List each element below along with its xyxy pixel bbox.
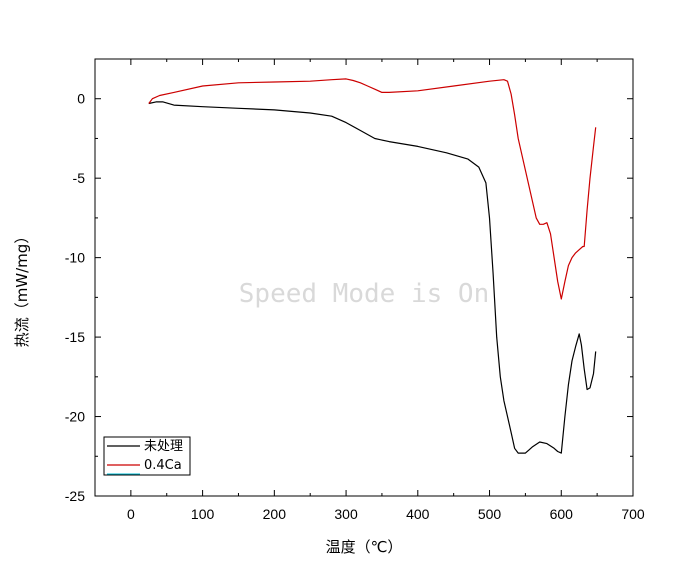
x-tick-label: 600 xyxy=(550,506,574,522)
y-tick-label: -5 xyxy=(73,170,86,186)
x-axis: 0 100 200 300 400 500 600 700 xyxy=(94,59,645,522)
x-axis-title: 温度（℃） xyxy=(326,538,403,556)
x-tick-label: 0 xyxy=(127,506,135,522)
y-tick-label: -25 xyxy=(65,488,85,504)
legend-label-0.4ca: 0.4Ca xyxy=(144,458,182,473)
y-tick-label: -15 xyxy=(65,329,85,345)
x-tick-label: 200 xyxy=(263,506,287,522)
plot-frame xyxy=(94,58,634,497)
x-tick-label: 400 xyxy=(406,506,430,522)
y-axis: 0 -5 -10 -15 -20 -25 xyxy=(65,58,633,504)
legend-box xyxy=(103,436,191,476)
series-line-0.4ca xyxy=(148,78,597,300)
y-tick-label: 0 xyxy=(77,91,85,107)
legend: 未处理 0.4Ca xyxy=(103,436,191,476)
x-tick-label: 100 xyxy=(191,506,215,522)
watermark-text: Speed Mode is On xyxy=(239,279,489,309)
x-tick-label: 300 xyxy=(334,506,358,522)
series-line-untreated xyxy=(148,101,597,454)
legend-label-untreated: 未处理 xyxy=(144,439,183,454)
y-axis-title: 热流（mW/mg） xyxy=(13,229,31,348)
x-tick-label: 500 xyxy=(478,506,502,522)
series-layer xyxy=(148,78,597,454)
x-tick-label: 700 xyxy=(621,506,645,522)
y-tick-label: -20 xyxy=(65,409,85,425)
y-tick-label: -10 xyxy=(65,250,85,266)
